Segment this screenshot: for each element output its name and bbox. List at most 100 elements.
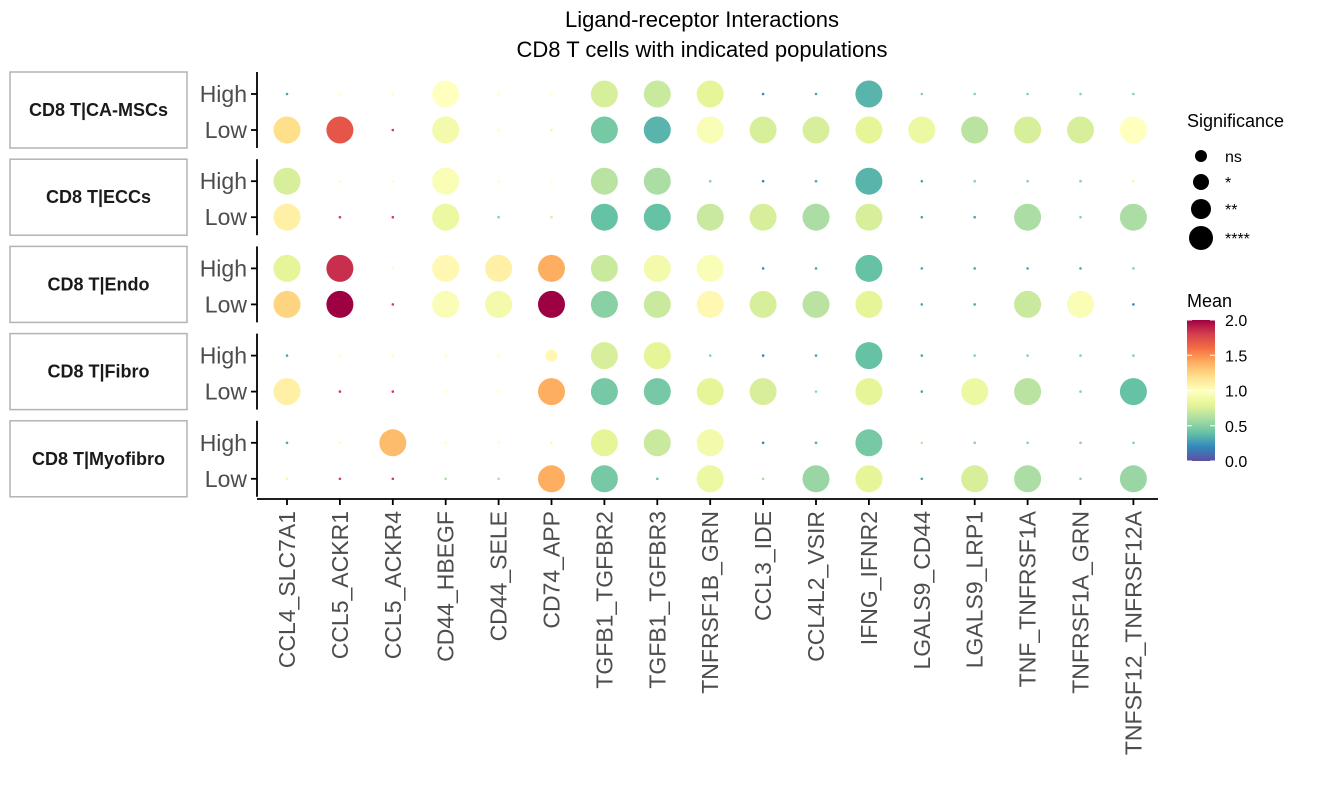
colorbar-tick-label: 0.0 bbox=[1225, 454, 1247, 471]
data-point bbox=[1026, 179, 1029, 183]
data-point bbox=[391, 128, 395, 132]
data-point bbox=[432, 116, 460, 144]
y-tick-label: High bbox=[200, 255, 247, 281]
y-tick-label: High bbox=[200, 81, 247, 107]
data-point bbox=[920, 390, 924, 393]
data-point bbox=[814, 441, 818, 445]
data-point bbox=[497, 215, 500, 219]
data-point bbox=[1079, 390, 1082, 393]
data-point bbox=[761, 267, 765, 270]
data-point bbox=[391, 215, 395, 219]
data-point bbox=[550, 128, 553, 132]
data-point bbox=[497, 477, 500, 481]
data-point bbox=[590, 80, 618, 108]
data-point bbox=[696, 465, 724, 493]
data-point bbox=[920, 303, 924, 306]
significance-legend-key bbox=[1191, 199, 1211, 219]
data-point bbox=[1014, 465, 1042, 493]
data-point bbox=[920, 267, 924, 270]
data-point bbox=[802, 465, 830, 493]
data-point bbox=[802, 290, 830, 318]
data-point bbox=[285, 354, 289, 357]
data-point bbox=[961, 116, 989, 144]
data-point bbox=[1119, 116, 1147, 144]
data-point bbox=[1079, 92, 1082, 96]
data-point bbox=[1026, 92, 1029, 96]
data-point bbox=[749, 203, 777, 231]
data-point bbox=[391, 390, 395, 393]
data-point bbox=[273, 290, 301, 318]
data-point bbox=[643, 342, 671, 370]
data-point bbox=[273, 116, 301, 144]
data-point bbox=[696, 203, 724, 231]
data-point bbox=[538, 254, 565, 282]
facet-label: CD8 T|Endo bbox=[47, 274, 149, 294]
data-point bbox=[1079, 267, 1082, 270]
data-point bbox=[643, 167, 671, 195]
significance-legend-label: ns bbox=[1225, 149, 1242, 166]
data-point bbox=[855, 465, 883, 493]
data-point bbox=[391, 354, 395, 357]
data-point bbox=[338, 215, 342, 219]
data-point bbox=[814, 390, 818, 393]
significance-legend-label: * bbox=[1225, 175, 1231, 192]
data-point bbox=[855, 80, 883, 108]
data-point bbox=[432, 254, 460, 282]
data-point bbox=[814, 92, 818, 96]
x-tick-label: CD44_SELE bbox=[486, 511, 512, 641]
data-point bbox=[485, 290, 513, 318]
colorbar-tick-label: 1.0 bbox=[1225, 384, 1247, 401]
data-point bbox=[550, 92, 553, 96]
data-point bbox=[273, 254, 301, 282]
data-point bbox=[761, 477, 765, 481]
data-point bbox=[285, 441, 289, 445]
data-point bbox=[1119, 378, 1147, 406]
data-point bbox=[855, 429, 883, 457]
data-point bbox=[273, 167, 301, 195]
facet-label: CD8 T|ECCs bbox=[46, 187, 151, 207]
x-tick-label: IFNG_IFNR2 bbox=[856, 511, 882, 645]
data-point bbox=[973, 354, 976, 357]
data-point bbox=[814, 267, 818, 270]
data-point bbox=[855, 203, 883, 231]
data-point bbox=[643, 116, 671, 144]
data-point bbox=[814, 179, 818, 183]
x-tick-label: TNF_TNFRSF1A bbox=[1015, 510, 1041, 687]
data-point bbox=[961, 378, 989, 406]
data-point bbox=[497, 441, 500, 445]
data-point bbox=[273, 378, 301, 406]
data-point bbox=[444, 354, 448, 357]
x-tick-label: LGALS9_CD44 bbox=[909, 511, 935, 670]
data-point bbox=[590, 342, 618, 370]
mean-legend-title: Mean bbox=[1187, 291, 1232, 311]
x-tick-label: TGFB1_TGFBR2 bbox=[591, 511, 617, 689]
data-point bbox=[761, 179, 765, 183]
x-tick-label: CCL3_IDE bbox=[750, 511, 776, 621]
data-point bbox=[590, 465, 618, 493]
data-point bbox=[643, 203, 671, 231]
data-point bbox=[338, 92, 342, 96]
data-point bbox=[1026, 267, 1029, 270]
data-point bbox=[590, 254, 618, 282]
data-point bbox=[538, 378, 565, 406]
data-point bbox=[1132, 179, 1135, 183]
facet-strip bbox=[9, 420, 188, 498]
facet-panels: CD8 T|CA-MSCs High Low CD8 T|ECCs High Low CD8… bbox=[9, 71, 258, 498]
data-point bbox=[444, 441, 448, 445]
y-tick-label: Low bbox=[205, 291, 248, 317]
facet-strip bbox=[9, 332, 188, 411]
data-point bbox=[1132, 267, 1135, 270]
y-tick-label: Low bbox=[205, 204, 248, 230]
data-point bbox=[1014, 378, 1042, 406]
data-point bbox=[1079, 179, 1082, 183]
data-point bbox=[590, 290, 618, 318]
data-point bbox=[1079, 441, 1082, 445]
data-point bbox=[497, 354, 500, 357]
facet-label: CD8 T|Myofibro bbox=[32, 449, 165, 469]
data-point bbox=[855, 290, 883, 318]
data-point bbox=[550, 441, 553, 445]
data-point bbox=[391, 179, 395, 183]
significance-legend-key bbox=[1189, 226, 1213, 250]
data-point bbox=[761, 92, 765, 96]
